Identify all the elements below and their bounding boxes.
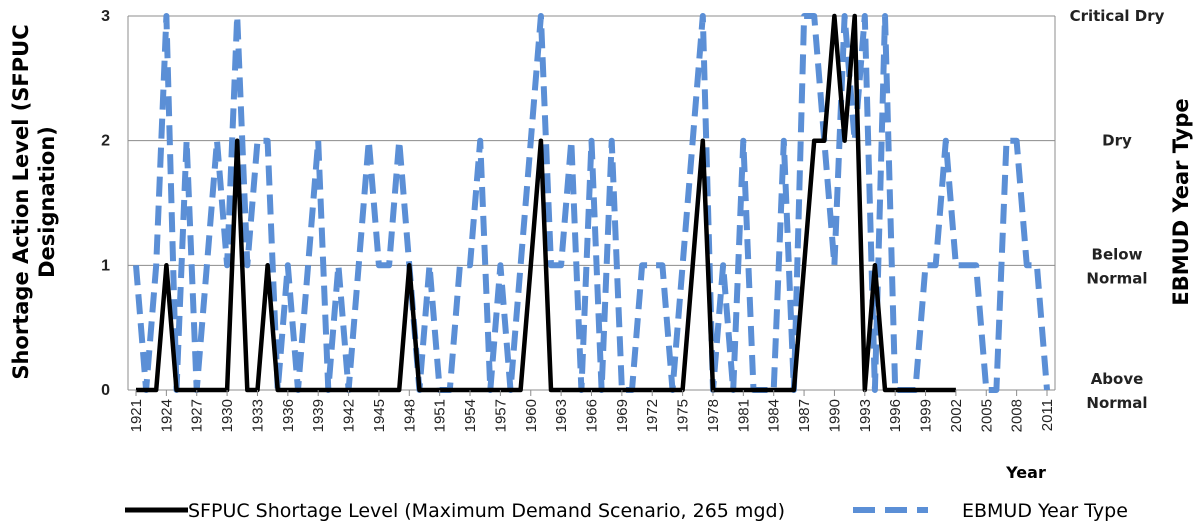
y-right-tick-label: Dry bbox=[1102, 132, 1132, 150]
x-tick-label: 1984 bbox=[766, 399, 783, 432]
x-tick-label: 1948 bbox=[401, 399, 418, 432]
x-tick-label: 2011 bbox=[1039, 399, 1056, 431]
x-tick-label: 1966 bbox=[584, 399, 601, 432]
x-tick-label: 1945 bbox=[371, 399, 388, 432]
y-tick-label: 0 bbox=[101, 382, 110, 399]
x-tick-label: 1969 bbox=[614, 399, 631, 432]
x-tick-label: 1927 bbox=[189, 399, 206, 432]
x-tick-label: 1954 bbox=[462, 399, 479, 432]
y-axis-title-right: EBMUD Year Type bbox=[1169, 98, 1193, 305]
x-tick-label: 1987 bbox=[796, 399, 813, 432]
x-tick-label: 1975 bbox=[675, 399, 692, 432]
y-right-tick-label: Below bbox=[1092, 245, 1143, 263]
y-right-tick-label: Normal bbox=[1086, 269, 1147, 287]
x-tick-label: 1963 bbox=[553, 399, 570, 432]
y-tick-label: 1 bbox=[101, 257, 110, 274]
x-tick-label: 2008 bbox=[1009, 399, 1026, 432]
x-tick-label: 2005 bbox=[978, 399, 995, 432]
y-right-tick-label: Normal bbox=[1086, 394, 1147, 412]
x-tick-label: 1996 bbox=[887, 399, 904, 432]
series-line-ebmud-year-type bbox=[133, 13, 1050, 393]
x-tick-label: 1933 bbox=[250, 399, 267, 432]
series-layer bbox=[133, 13, 1050, 393]
x-tick-label: 2002 bbox=[948, 399, 965, 432]
x-tick-label: 1990 bbox=[826, 399, 843, 432]
x-tick-label: 1972 bbox=[644, 399, 661, 432]
y-right-axis-ticks: Above Normal Below Normal Dry Critical Dry bbox=[1070, 7, 1165, 412]
y-right-tick-label: Above bbox=[1091, 370, 1144, 388]
x-tick-label: 1978 bbox=[705, 399, 722, 432]
x-tick-label: 1936 bbox=[280, 399, 297, 432]
x-tick-label: 1942 bbox=[341, 399, 358, 432]
x-tick-label: 1924 bbox=[158, 399, 175, 432]
x-tick-label: 1999 bbox=[918, 399, 935, 432]
x-tick-label: 1981 bbox=[735, 399, 752, 432]
x-tick-label: 1957 bbox=[492, 399, 509, 432]
x-tick-label: 1930 bbox=[219, 399, 236, 432]
x-tick-label: 1993 bbox=[857, 399, 874, 432]
legend-label-sfpuc: SFPUC Shortage Level (Maximum Demand Sce… bbox=[188, 500, 785, 522]
x-tick-label: 1921 bbox=[128, 399, 145, 432]
x-tick-label: 1939 bbox=[310, 399, 327, 432]
y-axis-title-left: Shortage Action Level (SFPUC Designation) bbox=[9, 24, 59, 379]
series-line-sfpuc-shortage-level bbox=[136, 13, 956, 393]
y-tick-label: 2 bbox=[101, 133, 110, 150]
legend-label-ebmud: EBMUD Year Type bbox=[962, 500, 1128, 522]
legend: SFPUC Shortage Level (Maximum Demand Sce… bbox=[125, 500, 1128, 522]
x-tick-label: 1960 bbox=[523, 399, 540, 432]
x-tick-label: 1951 bbox=[432, 399, 449, 432]
x-axis-ticks: 1921 1924 1927 1930 1933 1936 1939 1942 1945 1948… bbox=[128, 390, 1056, 432]
y-axis-ticks: 0 1 2 3 bbox=[101, 8, 110, 399]
y-right-tick-label: Critical Dry bbox=[1070, 7, 1165, 25]
y-tick-label: 3 bbox=[101, 8, 110, 25]
x-axis-title: Year bbox=[1005, 463, 1046, 482]
